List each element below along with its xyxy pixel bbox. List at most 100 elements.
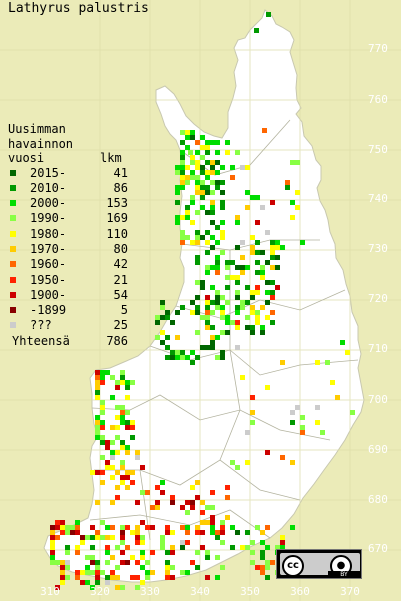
observation-square (155, 320, 160, 325)
observation-square (190, 310, 195, 315)
legend-heading-1: Uusimman (8, 122, 66, 136)
observation-square (90, 535, 95, 540)
observation-square (315, 360, 320, 365)
observation-square (205, 145, 210, 150)
observation-square (80, 535, 85, 540)
observation-square (140, 555, 145, 560)
legend-count: 41 (113, 165, 128, 180)
observation-square (105, 575, 110, 580)
observation-square (210, 345, 215, 350)
observation-square (210, 180, 215, 185)
y-tick-label: 710 (368, 342, 388, 355)
observation-square (60, 565, 65, 570)
observation-square (195, 480, 200, 485)
observation-square (140, 535, 145, 540)
observation-square (175, 350, 180, 355)
observation-square (95, 580, 100, 585)
observation-square (235, 280, 240, 285)
observation-square (280, 535, 285, 540)
observation-squares (50, 12, 355, 590)
observation-square (215, 290, 220, 295)
observation-square (225, 515, 230, 520)
legend-row: 1950- 21 (8, 273, 128, 288)
observation-square (340, 340, 345, 345)
y-tick-label: 680 (368, 493, 388, 506)
observation-square (100, 520, 105, 525)
legend-swatch (10, 261, 16, 268)
y-tick-label: 730 (368, 242, 388, 255)
observation-square (195, 330, 200, 335)
observation-square (195, 240, 200, 245)
observation-square (215, 255, 220, 260)
observation-square (220, 165, 225, 170)
observation-square (90, 555, 95, 560)
observation-square (220, 205, 225, 210)
observation-square (205, 320, 210, 325)
observation-square (175, 355, 180, 360)
observation-square (125, 485, 130, 490)
observation-square (115, 435, 120, 440)
legend-row: 2015- 41 (8, 166, 128, 181)
observation-square (275, 255, 280, 260)
observation-square (130, 480, 135, 485)
observation-square (195, 355, 200, 360)
cc-by-license-badge[interactable]: cc ● BY (276, 549, 362, 579)
observation-square (270, 320, 275, 325)
observation-square (95, 375, 100, 380)
observation-square (185, 175, 190, 180)
observation-square (240, 265, 245, 270)
observation-square (180, 185, 185, 190)
observation-square (230, 525, 235, 530)
observation-square (185, 210, 190, 215)
observation-square (235, 530, 240, 535)
observation-square (190, 170, 195, 175)
observation-square (115, 385, 120, 390)
observation-square (185, 570, 190, 575)
observation-square (250, 195, 255, 200)
observation-square (160, 490, 165, 495)
observation-square (175, 190, 180, 195)
observation-square (200, 530, 205, 535)
legend-period-label: 1900- (30, 287, 67, 302)
observation-square (195, 280, 200, 285)
observation-square (100, 380, 105, 385)
observation-square (190, 135, 195, 140)
observation-square (50, 525, 55, 530)
y-tick-label: 700 (368, 393, 388, 406)
observation-square (200, 510, 205, 515)
legend-count: 110 (106, 226, 128, 241)
observation-square (225, 150, 230, 155)
observation-square (170, 545, 175, 550)
observation-square (175, 165, 180, 170)
observation-square (95, 575, 100, 580)
observation-square (175, 220, 180, 225)
observation-square (190, 195, 195, 200)
observation-square (165, 570, 170, 575)
observation-square (220, 525, 225, 530)
observation-square (170, 320, 175, 325)
observation-square (200, 195, 205, 200)
observation-square (190, 160, 195, 165)
observation-square (115, 575, 120, 580)
observation-square (160, 535, 165, 540)
legend-count: 169 (106, 211, 128, 226)
x-tick-label: 330 (140, 585, 160, 598)
observation-square (215, 575, 220, 580)
observation-square (165, 315, 170, 320)
observation-square (180, 180, 185, 185)
observation-square (125, 410, 130, 415)
observation-square (170, 355, 175, 360)
observation-square (195, 210, 200, 215)
observation-square (210, 190, 215, 195)
observation-square (240, 270, 245, 275)
observation-square (245, 300, 250, 305)
observation-square (50, 555, 55, 560)
observation-square (165, 550, 170, 555)
observation-square (215, 150, 220, 155)
observation-square (125, 380, 130, 385)
observation-square (195, 190, 200, 195)
observation-square (140, 550, 145, 555)
x-tick-label: 340 (190, 585, 210, 598)
observation-square (120, 560, 125, 565)
observation-square (225, 140, 230, 145)
